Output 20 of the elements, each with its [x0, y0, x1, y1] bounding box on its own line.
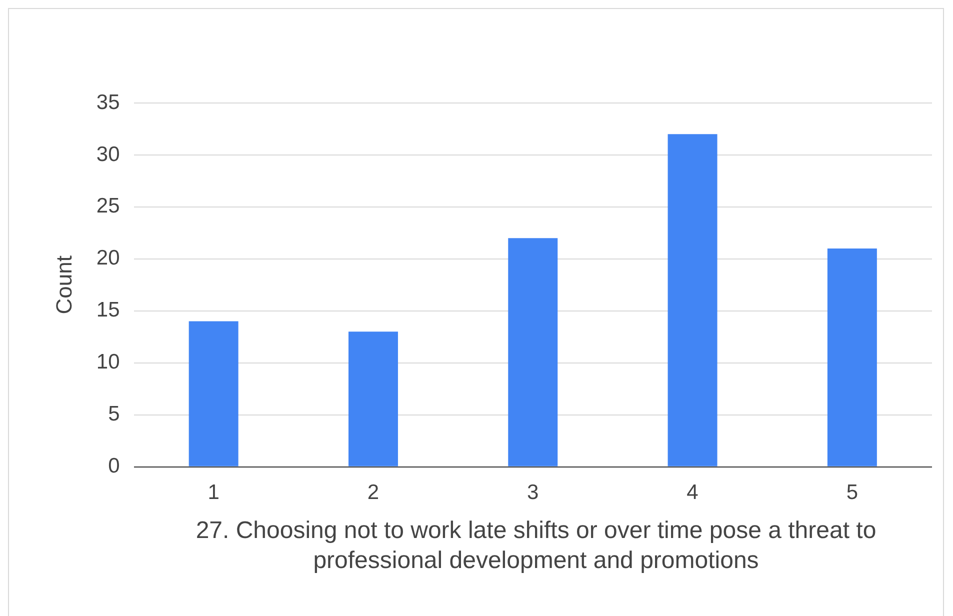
- x-axis-title: 27. Choosing not to work late shifts or over time pose a threat to professional development and promotions: [194, 516, 878, 576]
- bar: [348, 332, 398, 466]
- y-tick-label: 20: [96, 246, 120, 270]
- y-tick-label: 15: [96, 298, 120, 322]
- x-tick-label: 1: [208, 481, 220, 504]
- y-tick-label: 0: [108, 454, 120, 478]
- y-tick-label: 30: [96, 142, 120, 166]
- x-tick-label: 5: [846, 481, 858, 504]
- bar: [668, 134, 718, 466]
- bar: [827, 248, 877, 466]
- bar: [188, 321, 238, 466]
- x-tick-label: 4: [686, 481, 699, 504]
- y-axis-title: Count: [51, 256, 76, 314]
- x-tick-label: 2: [367, 481, 380, 504]
- x-tick-label: 3: [527, 481, 539, 504]
- bar: [508, 238, 558, 466]
- y-tick-label: 25: [96, 194, 120, 218]
- y-tick-label: 5: [108, 402, 120, 426]
- y-tick-label: 10: [96, 350, 120, 374]
- y-tick-label: 35: [96, 90, 120, 114]
